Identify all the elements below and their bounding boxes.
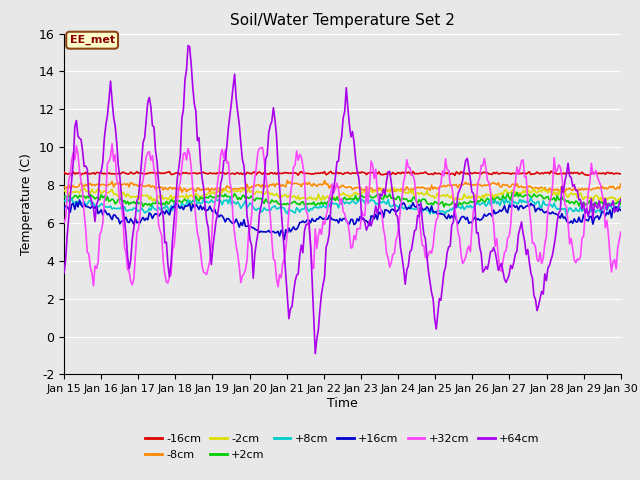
+8cm (563, 213, 570, 218)
+8cm (130, 205, 138, 211)
+16cm (130, 221, 138, 227)
+8cm (63, 194, 71, 200)
+8cm (589, 210, 596, 216)
-8cm (589, 186, 596, 192)
-16cm (244, 170, 252, 176)
-16cm (589, 169, 596, 175)
+16cm (617, 207, 625, 213)
-16cm (451, 173, 459, 179)
-2cm (598, 200, 606, 205)
+2cm (129, 200, 136, 206)
-8cm (617, 181, 625, 187)
-8cm (228, 187, 236, 192)
+64cm (129, 236, 136, 242)
+16cm (228, 219, 236, 225)
+8cm (305, 208, 313, 214)
+32cm (60, 220, 68, 226)
+16cm (255, 229, 263, 235)
-2cm (617, 194, 625, 200)
+32cm (274, 284, 282, 290)
Line: +8cm: +8cm (64, 197, 621, 216)
-2cm (129, 193, 136, 199)
+8cm (246, 200, 254, 206)
X-axis label: Time: Time (327, 397, 358, 410)
+2cm (303, 202, 311, 207)
-2cm (60, 187, 68, 193)
Line: -16cm: -16cm (64, 171, 621, 176)
-2cm (244, 186, 252, 192)
+16cm (280, 237, 288, 242)
+2cm (244, 195, 252, 201)
-8cm (284, 178, 291, 183)
+32cm (589, 171, 596, 177)
Line: +2cm: +2cm (64, 192, 621, 207)
Y-axis label: Temperature (C): Temperature (C) (20, 153, 33, 255)
-2cm (387, 185, 395, 191)
+2cm (226, 194, 234, 200)
+32cm (246, 226, 254, 232)
Text: EE_met: EE_met (70, 35, 115, 45)
-8cm (129, 180, 136, 186)
+64cm (228, 99, 236, 105)
+64cm (305, 220, 313, 226)
+8cm (255, 205, 263, 211)
+64cm (184, 43, 192, 48)
Line: +16cm: +16cm (64, 200, 621, 240)
+32cm (617, 229, 625, 235)
+32cm (130, 276, 138, 282)
-2cm (254, 189, 262, 194)
+32cm (108, 141, 116, 147)
+2cm (617, 202, 625, 207)
+32cm (228, 187, 236, 192)
+2cm (440, 204, 448, 210)
-16cm (303, 170, 311, 176)
+8cm (60, 197, 68, 203)
+16cm (307, 220, 314, 226)
+2cm (254, 196, 262, 202)
+64cm (589, 216, 596, 222)
+64cm (312, 351, 319, 357)
-2cm (588, 194, 595, 200)
+16cm (246, 224, 254, 229)
Legend: -16cm, -8cm, -2cm, +2cm, +8cm, +16cm, +32cm, +64cm: -16cm, -8cm, -2cm, +2cm, +8cm, +16cm, +3… (141, 430, 544, 464)
-16cm (129, 170, 136, 176)
Title: Soil/Water Temperature Set 2: Soil/Water Temperature Set 2 (230, 13, 455, 28)
+2cm (513, 190, 521, 195)
+16cm (589, 221, 596, 227)
Line: +32cm: +32cm (64, 144, 621, 287)
+32cm (255, 145, 263, 151)
Line: +64cm: +64cm (64, 46, 621, 354)
Line: -8cm: -8cm (64, 180, 621, 192)
+16cm (60, 206, 68, 212)
+64cm (617, 196, 625, 202)
+32cm (307, 241, 314, 247)
+2cm (589, 202, 596, 207)
-8cm (246, 185, 254, 191)
+64cm (246, 238, 254, 243)
-16cm (254, 169, 262, 175)
+64cm (255, 211, 263, 217)
-8cm (60, 184, 68, 190)
-16cm (60, 169, 68, 175)
-8cm (214, 189, 221, 195)
+16cm (76, 197, 83, 203)
-16cm (226, 171, 234, 177)
-2cm (303, 195, 311, 201)
-2cm (226, 189, 234, 195)
+64cm (60, 270, 68, 276)
-16cm (547, 168, 555, 174)
+8cm (617, 204, 625, 210)
-8cm (307, 182, 314, 188)
+8cm (228, 202, 236, 207)
-16cm (617, 171, 625, 177)
Line: -2cm: -2cm (64, 188, 621, 203)
+2cm (60, 194, 68, 200)
-8cm (255, 182, 263, 188)
